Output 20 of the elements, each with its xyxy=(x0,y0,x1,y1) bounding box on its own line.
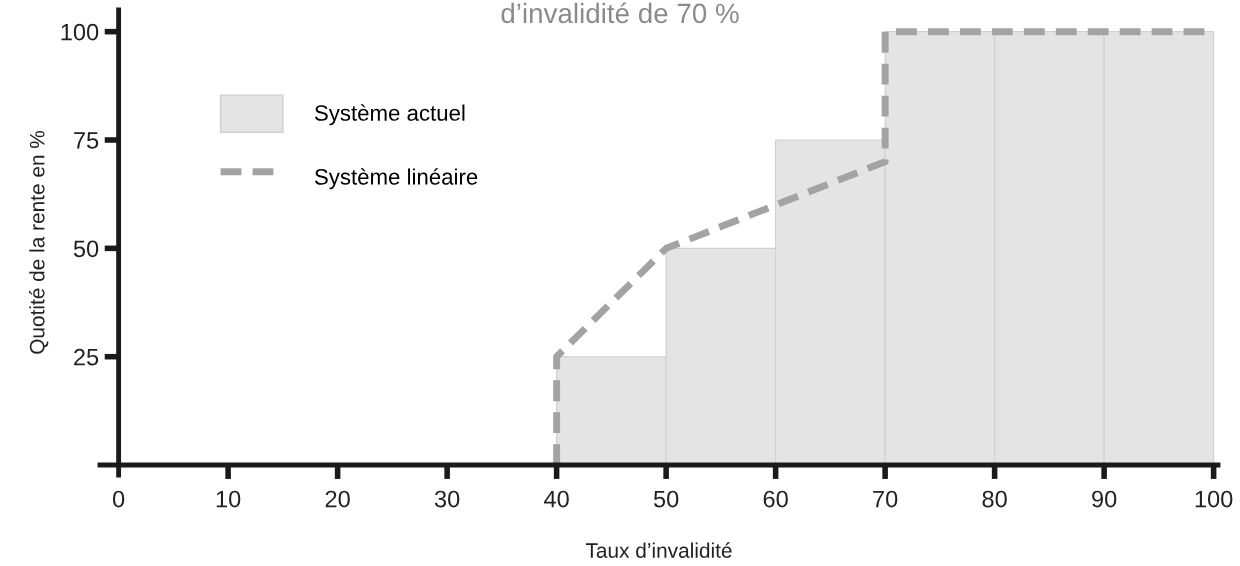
legend-label: Système actuel xyxy=(314,104,465,126)
x-tick-label: 60 xyxy=(763,490,788,508)
x-axis-title: Taux d’invalidité xyxy=(585,542,732,558)
x-tick-label: 80 xyxy=(982,490,1007,508)
y-tick-label: 50 xyxy=(73,240,99,258)
y-tick-label: 75 xyxy=(74,132,99,149)
chart-title: d’invalidité de 70 % xyxy=(501,2,739,24)
y-tick-label: 100 xyxy=(61,23,99,41)
y-axis-title: Quotité de la rente en % xyxy=(29,130,49,354)
legend-label: Système linéaire xyxy=(314,168,478,190)
x-tick-label: 90 xyxy=(1092,490,1117,508)
x-tick-label: 10 xyxy=(216,490,241,508)
x-tick-label: 30 xyxy=(434,490,460,508)
x-tick-label: 20 xyxy=(325,490,350,508)
x-tick-label: 40 xyxy=(544,490,569,508)
x-tick-label: 100 xyxy=(1195,490,1233,508)
x-tick-label: 0 xyxy=(112,490,125,508)
x-tick-label: 50 xyxy=(653,490,679,508)
y-tick-label: 25 xyxy=(74,348,99,366)
x-tick-label: 70 xyxy=(873,490,898,508)
